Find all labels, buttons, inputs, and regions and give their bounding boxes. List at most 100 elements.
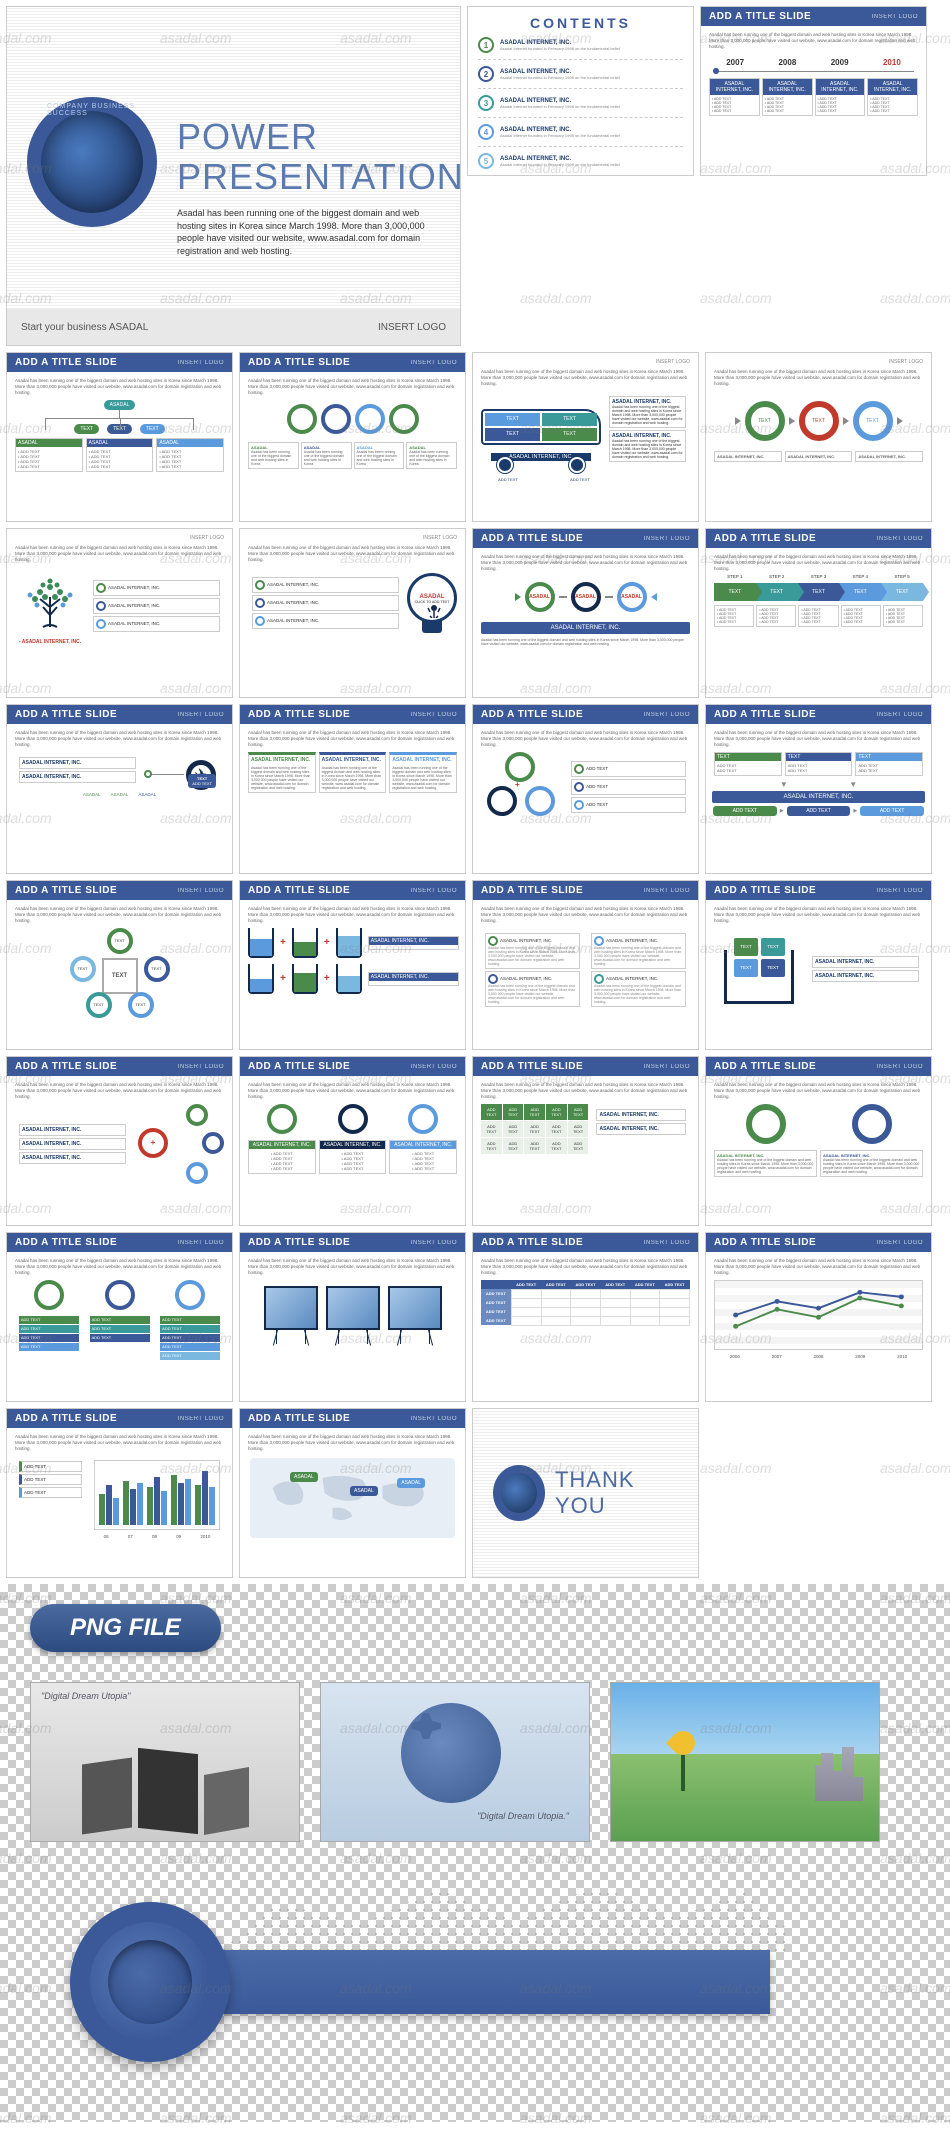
tri-rings-graphic: + [481, 752, 561, 822]
slide-easels: ADD A TITLE SLIDE INSERT LOGO Asadal has … [239, 1232, 466, 1402]
ring [186, 1104, 208, 1126]
ring [355, 404, 385, 434]
slide-subtext: Asadal has been running one of the bigge… [481, 730, 690, 748]
label: ASADAL [138, 792, 156, 797]
tree-caption: - ASADAL INTERNET, INC. [15, 639, 85, 645]
slide-title: ADD A TITLE SLIDE [481, 1237, 583, 1248]
list-head: ASADAL INTERNET, INC. [599, 1126, 683, 1132]
list-head: ASADAL INTERNET, INC. [22, 760, 133, 766]
beaker-row2: ++ [246, 962, 364, 996]
thankyou-text: THANK YOU [555, 1467, 678, 1519]
insert-logo: INSERT LOGO [178, 1240, 224, 1246]
slide-three-rings: INSERT LOGO Asadal has been running one … [705, 352, 932, 522]
arrow-icon [897, 417, 903, 425]
slide-contents: CONTENTS 1ASADAL INTERNET, INC.Asadal In… [467, 6, 694, 176]
slide-steps: ADD A TITLE SLIDEINSERT LOGO Asadal has … [705, 528, 932, 698]
list-body: Asadal has been running one of the bigge… [612, 439, 683, 459]
slide-ladder: ADD A TITLE SLIDEINSERT LOGO Asadal has … [6, 1232, 233, 1402]
insert-logo: INSERT LOGO [644, 536, 690, 542]
box-head: ASADAL INTERNET, INC. [369, 973, 458, 981]
png-badge: PNG FILE [30, 1604, 221, 1652]
cover-globe: COMPANY BUSINESS SUCCESS [27, 97, 157, 227]
insert-logo: INSERT LOGO [411, 1416, 457, 1422]
banner: ASADAL INTERNET, INC. [481, 622, 690, 634]
two-ring-cols: ASADAL INTERNET, INC.Asadal has been run… [714, 1104, 923, 1177]
slide-subtext: Asadal has been running one of the bigge… [248, 730, 457, 748]
slide-title-bar: ADD A TITLE SLIDEINSERT LOGO [7, 353, 232, 372]
insert-logo: INSERT LOGO [411, 888, 457, 894]
slide-title: ADD A TITLE SLIDE [248, 1413, 350, 1424]
slide-title-bar: ADD A TITLE SLIDEINSERT LOGO [7, 1057, 232, 1076]
slide-title: ADD A TITLE SLIDE [248, 709, 350, 720]
slide-two-ring-cols: ADD A TITLE SLIDEINSERT LOGO Asadal has … [705, 1056, 932, 1226]
insert-logo: INSERT LOGO [178, 712, 224, 718]
slide-subtext: Asadal has been running one of the bigge… [481, 554, 690, 572]
bar-x-labels: 060708092010 [94, 1534, 220, 1539]
list-body: Asadal has been running one of the bigge… [612, 405, 683, 425]
slide-linked-rings: ADD A TITLE SLIDE INSERT LOGO Asadal has … [472, 528, 699, 698]
thankyou-body: THANK YOU [473, 1409, 698, 1577]
slide-title: ADD A TITLE SLIDE [248, 1237, 350, 1248]
box-head: ASADAL INTERNET, INC. [858, 454, 920, 459]
slide-two-list: ADD A TITLE SLIDEINSERT LOGO Asadal has … [472, 880, 699, 1050]
slide-airplane: ADD A TITLE SLIDE INSERT LOGO Asadal has … [6, 704, 233, 874]
slide-subtext: Asadal has been running one of the bigge… [714, 554, 923, 572]
insert-logo: INSERT LOGO [411, 1240, 457, 1246]
slide-subtext: Asadal has been running one of the bigge… [248, 1258, 457, 1276]
org-columns: ASADAL• ADD TEXT• ADD TEXT• ADD TEXT• AD… [15, 438, 224, 472]
list-head: ASADAL INTERNET, INC. [22, 1141, 123, 1147]
insert-logo: INSERT LOGO [877, 888, 923, 894]
slide-title-bar: ADD A TITLE SLIDEINSERT LOGO [701, 7, 926, 26]
slide-title: ADD A TITLE SLIDE [15, 709, 117, 720]
slide-subtext: Asadal has been running one of the bigge… [481, 1082, 690, 1100]
label: ASADAL [83, 792, 101, 797]
legend-item: ADD TEXT [24, 1477, 46, 1482]
ring [321, 404, 351, 434]
org-root: ASADAL [104, 400, 136, 410]
map-marker: ASADAL [350, 1486, 378, 1496]
thankyou-globe [493, 1465, 545, 1521]
slide-title-bar: ADD A TITLE SLIDEINSERT LOGO [473, 705, 698, 724]
slide-title-bar: ADD A TITLE SLIDEINSERT LOGO [473, 881, 698, 900]
slide-bar-chart: ADD A TITLE SLIDEINSERT LOGO Asadal has … [6, 1408, 233, 1578]
slide-bulb: INSERT LOGO Asadal has been running one … [239, 528, 466, 698]
box-head: ASADAL INTERNET, INC. [717, 454, 779, 459]
slide-subtext: Asadal has been running one of the bigge… [15, 545, 224, 563]
steps-row: .step:nth-child(1)::after{border-left-co… [714, 583, 923, 601]
linked-rings: ASADAL ASADAL ASADAL [477, 582, 694, 612]
easel [264, 1286, 318, 1344]
cover-title-2: PRESENTATION [177, 156, 461, 197]
arrow-icon [843, 417, 849, 425]
chip: ADD TEXT [713, 806, 777, 816]
slide-title: ADD A TITLE SLIDE [248, 885, 350, 896]
list-head: ASADAL INTERNET, INC. [606, 938, 658, 943]
slide-subtext: Asadal has been running one of the bigge… [481, 638, 690, 647]
beaker-row1: ++ [246, 926, 364, 960]
slide-three-cols: ADD A TITLE SLIDEINSERT LOGO Asadal has … [239, 704, 466, 874]
ring: ASADAL [525, 582, 555, 612]
slide-truck: INSERT LOGO Asadal has been running one … [472, 352, 699, 522]
slide-subtext: Asadal has been running one of the bigge… [481, 906, 690, 924]
slide-title-bar: ADD A TITLE SLIDEINSERT LOGO [706, 1057, 931, 1076]
legend-item: ADD TEXT [24, 1464, 46, 1469]
list-head: ASADAL INTERNET, INC. [500, 976, 552, 981]
steps-cols: • ADD TEXT• ADD TEXT• ADD TEXT• ADD TEXT… [714, 605, 923, 627]
slide-subtext: Asadal has been running one of the bigge… [15, 730, 224, 748]
bulb-label: ASADAL [420, 594, 445, 600]
slide-gallery: COMPANY BUSINESS SUCCESS POWER PRESENTAT… [0, 0, 950, 1584]
slide-title: ADD A TITLE SLIDE [714, 1061, 816, 1072]
map-marker: ASADAL [397, 1478, 425, 1488]
slide-title: ADD A TITLE SLIDE [709, 11, 811, 22]
slide-title: ADD A TITLE SLIDE [714, 885, 816, 896]
easel [326, 1286, 380, 1344]
insert-logo: INSERT LOGO [877, 1240, 923, 1246]
slide-title-bar: ADD A TITLE SLIDEINSERT LOGO [240, 705, 465, 724]
slide-title: ADD A TITLE SLIDE [15, 1061, 117, 1072]
ring: ASADAL [571, 582, 601, 612]
slide-title: ADD A TITLE SLIDE [481, 533, 583, 544]
cycle5-graphic: TEXT TEXTTEXTTEXTTEXTTEXT [70, 928, 170, 1018]
slide-title-bar: ADD A TITLE SLIDE INSERT LOGO [706, 881, 931, 900]
list-item: ADD TEXT [586, 766, 608, 771]
slide-cycle5: ADD A TITLE SLIDEINSERT LOGO Asadal has … [6, 880, 233, 1050]
insert-logo: INSERT LOGO [710, 357, 927, 367]
